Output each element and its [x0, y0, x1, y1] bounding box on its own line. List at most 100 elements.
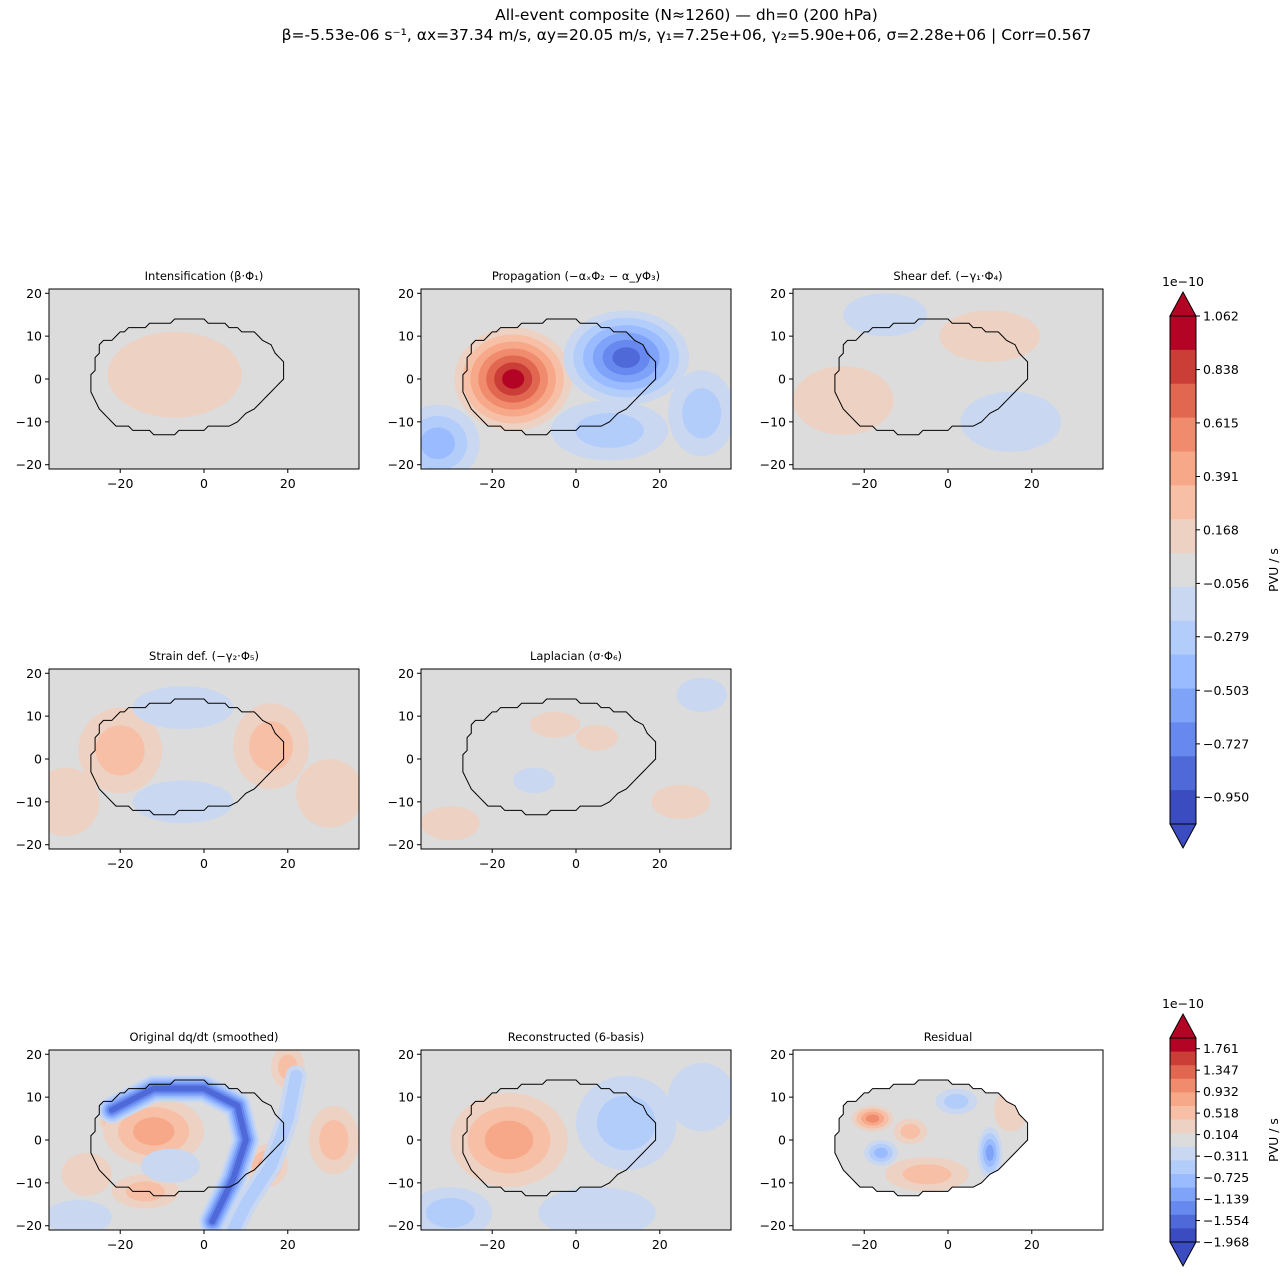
domain-outline: [834, 318, 1029, 436]
colorbar-tick-label: 0.168: [1203, 522, 1239, 537]
field-propagation: [421, 289, 731, 469]
colorbar-label: PVU / s: [1266, 548, 1281, 592]
x-tick-label: 20: [280, 476, 296, 491]
contour-level: [132, 780, 234, 824]
colorbar-tick-label: 1.062: [1203, 309, 1239, 324]
contour-level: [874, 1147, 888, 1159]
x-tick-label: −20: [479, 476, 505, 491]
field-laplacian: [421, 669, 731, 849]
y-tick-label: −20: [760, 1218, 786, 1233]
y-tick-label: −20: [388, 837, 414, 852]
y-tick-label: 0: [406, 1133, 414, 1148]
colorbar-tick-label: −0.725: [1203, 1170, 1249, 1185]
contour-level: [502, 369, 525, 389]
y-tick-label: −10: [388, 414, 414, 429]
y-tick-label: −20: [388, 457, 414, 472]
colorbar-frame: [1169, 315, 1197, 825]
panel-intensification: Intensification (β·Φ₁) −20 0 20 20 10 0 −10 −20: [16, 269, 360, 491]
panel-propagation: Propagation (−αₓΦ₂ − α_yΦ₃) −20 0 20 20 10 0 −1…: [388, 269, 732, 491]
contour-level: [319, 1120, 349, 1160]
y-tick-label: −20: [388, 1218, 414, 1233]
y-tick-label: −20: [16, 837, 42, 852]
colorbar-tick-label: 1.761: [1203, 1041, 1239, 1056]
colorbar-segment: [1170, 688, 1196, 723]
contour-level: [843, 293, 928, 337]
contour-level: [49, 1200, 112, 1230]
y-tick-label: 0: [34, 752, 42, 767]
x-tick-label: 20: [280, 856, 296, 871]
x-tick-label: 0: [944, 476, 952, 491]
contour-level: [107, 331, 242, 418]
colorbar-extend-max: [1169, 290, 1197, 317]
colorbar-tick-label: 0.104: [1203, 1127, 1239, 1142]
contour-level: [425, 1197, 475, 1228]
y-tick-label: 0: [406, 372, 414, 387]
colorbar-frame: [1169, 1037, 1197, 1243]
colorbar-tick-label: 0.838: [1203, 362, 1239, 377]
colorbar-segment: [1170, 1106, 1196, 1121]
colorbar-segment: [1170, 756, 1196, 791]
colorbar-tick-label: 0.615: [1203, 415, 1239, 430]
y-tick-label: 20: [26, 1047, 42, 1062]
panel-reconstructed: Reconstructed (6-basis) −20 0 20 20 10 0 −10 −20: [388, 1030, 732, 1252]
contour-level: [133, 1117, 175, 1146]
x-tick-label: −20: [479, 1237, 505, 1252]
contour-level: [793, 366, 894, 435]
colorbar-segment: [1170, 1214, 1196, 1229]
panel-strain: Strain def. (−γ₂·Φ₅) −20 0 20 20 10 0 −10 −20: [16, 649, 360, 871]
colorbar-bottom: 1.761 1.347 0.932 0.518 0.104 −0.311 −0.725 −1.…: [1162, 996, 1281, 1268]
domain-outline: [834, 1079, 1029, 1197]
colorbar-segment: [1170, 1201, 1196, 1216]
contour-level: [529, 711, 581, 738]
y-tick-label: 0: [778, 372, 786, 387]
y-tick-label: 0: [34, 372, 42, 387]
colorbar-extend-max: [1169, 1012, 1197, 1039]
panel-laplacian: Laplacian (σ·Φ₆) −20 0 20 20 10 0 −10 −20: [388, 649, 732, 871]
contour-level: [513, 767, 556, 794]
colorbar-segment: [1170, 1146, 1196, 1161]
contour-level: [538, 1187, 656, 1230]
contour-level: [612, 347, 641, 368]
colorbar-segment: [1170, 349, 1196, 385]
x-tick-label: 20: [1024, 1237, 1040, 1252]
contour-level: [865, 1114, 880, 1123]
x-tick-label: 20: [1024, 476, 1040, 491]
x-tick-label: 20: [652, 476, 668, 491]
field-original: [49, 1050, 359, 1230]
domain-outline: [462, 1079, 657, 1197]
y-tick-label: −10: [388, 794, 414, 809]
contour-level: [668, 1062, 731, 1132]
contour-level: [596, 1095, 656, 1151]
y-tick-label: 10: [26, 1090, 42, 1105]
x-tick-label: −20: [479, 856, 505, 871]
colorbar-tick-label: 0.391: [1203, 469, 1239, 484]
panel-original: Original dq/dt (smoothed) −20 0 20 20 10 0 −10 −…: [16, 1030, 360, 1252]
colorbar-tick-label: 0.518: [1203, 1106, 1239, 1121]
y-tick-label: 20: [398, 1047, 414, 1062]
colorbar-segment: [1170, 722, 1196, 757]
x-tick-label: −20: [107, 856, 133, 871]
x-tick-label: 20: [652, 1237, 668, 1252]
y-tick-label: −10: [16, 794, 42, 809]
contour-band: [227, 1069, 303, 1230]
x-tick-label: 0: [944, 1237, 952, 1252]
field-strain: [49, 669, 359, 849]
colorbar-segment: [1170, 586, 1196, 622]
y-tick-label: −10: [760, 414, 786, 429]
colorbar-segment: [1170, 1051, 1196, 1066]
y-tick-label: −20: [16, 457, 42, 472]
y-tick-label: 20: [398, 666, 414, 681]
x-tick-label: 0: [572, 476, 580, 491]
y-tick-label: 10: [398, 329, 414, 344]
contour-level: [61, 1152, 112, 1196]
x-tick-label: 0: [200, 856, 208, 871]
contour-level: [682, 388, 722, 439]
contour-level: [676, 677, 727, 712]
panel-title: Laplacian (σ·Φ₆): [530, 649, 622, 663]
y-tick-label: −20: [16, 1218, 42, 1233]
panel-title: Shear def. (−γ₁·Φ₄): [893, 269, 1002, 283]
contour-level: [960, 391, 1062, 452]
y-tick-label: −10: [760, 1175, 786, 1190]
contour-level: [576, 724, 618, 751]
colorbar-tick-label: −0.311: [1203, 1149, 1249, 1164]
